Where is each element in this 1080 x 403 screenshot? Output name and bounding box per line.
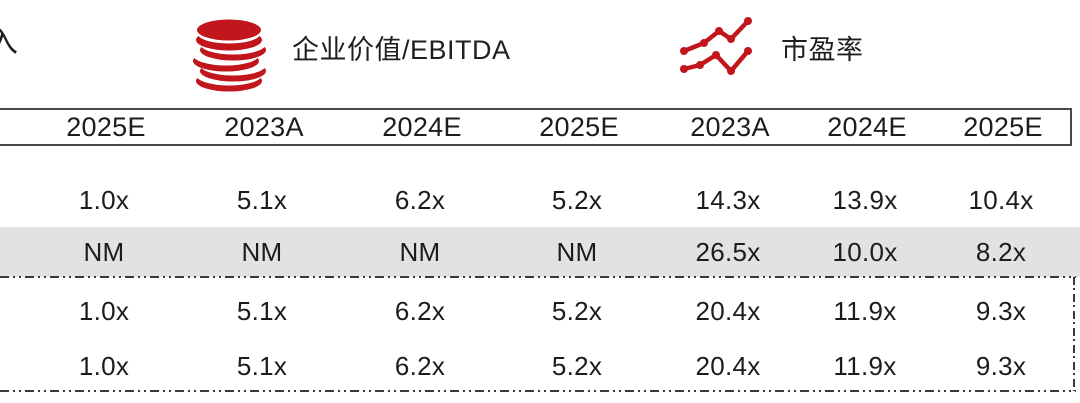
table-cell: 11.9x [833,350,897,381]
table-cell: 1.0x [78,350,130,381]
table-cell: 5.1x [236,184,288,215]
table-cell: 5.1x [236,295,288,326]
table-cell: 5.1x [236,350,288,381]
table-cell: 1.0x [78,184,130,215]
table-cell: 5.2x [551,295,603,326]
table-cell [0,336,26,396]
table-cell: 9.3x [975,350,1027,381]
header-cell: 2023A [690,111,770,142]
table-header-row: E 2025E 2023A 2024E 2025E 2023A 2024E 20… [0,108,1072,146]
table-cell: 20.4x [695,295,761,326]
coins-icon [192,11,268,93]
table-cell: 13.9x [832,184,898,215]
table-cell: NM [83,236,125,267]
table-cell: 26.5x [695,236,761,267]
table-cell: 6.2x [394,295,446,326]
table-row: 1.0x 5.1x 6.2x 5.2x 20.4x 11.9x 9.3x [0,281,1072,341]
table-cell [0,227,26,277]
table-cell: 11.9x [833,295,897,326]
table-row: 1.0x 5.1x 6.2x 5.2x 14.3x 13.9x 10.4x [0,170,1072,230]
table-cell: 14.3x [695,184,761,215]
legend-ev-ebitda-label: 企业价值/EBITDA [292,35,511,65]
table-cell: 1.0x [78,295,130,326]
header-cell: E [0,110,28,144]
table-cell: NM [399,236,441,267]
table-cell: 10.0x [832,236,898,267]
table-row-highlighted: NM NM NM NM 26.5x 10.0x 8.2x [0,227,1072,277]
table-cell: 6.2x [394,184,446,215]
table-cell: 6.2x [394,350,446,381]
partial-section-label: 入 [0,24,19,59]
table-cell: 5.2x [551,350,603,381]
dash-dot-rule-bottom [0,390,1076,392]
table-cell: 20.4x [695,350,761,381]
header-cell: 2024E [827,111,907,142]
legend-pe-ratio-label: 市盈率 [781,35,864,65]
header-cell: 2025E [539,111,619,142]
dash-dot-rule-right [1073,277,1075,391]
table-cell: NM [241,236,283,267]
header-cell: 2023A [224,111,304,142]
line-chart-icon [677,14,755,82]
dash-dot-rule-top [0,276,1076,278]
table-cell: 9.3x [975,295,1027,326]
table-cell: NM [556,236,598,267]
table-cell [0,281,26,341]
table-cell: 8.2x [975,236,1027,267]
table-cell [0,170,26,230]
header-cell: 2024E [382,111,462,142]
table-cell: 10.4x [968,184,1034,215]
header-cell: 2025E [963,111,1043,142]
table-row: 1.0x 5.1x 6.2x 5.2x 20.4x 11.9x 9.3x [0,336,1072,396]
highlight-row-background [0,227,1080,277]
table-cell: 5.2x [551,184,603,215]
header-cell: 2025E [66,111,146,142]
